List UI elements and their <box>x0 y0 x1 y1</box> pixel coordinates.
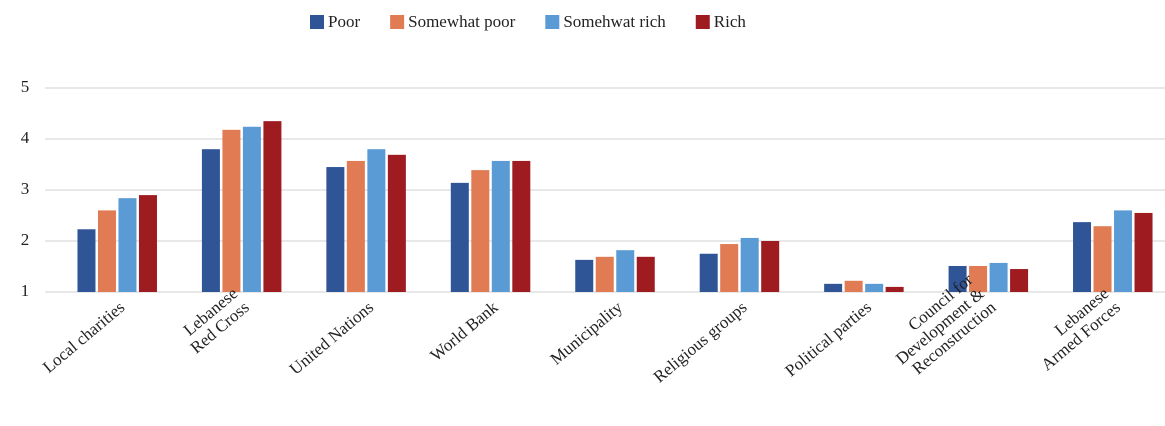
legend-swatch <box>695 15 710 29</box>
bar <box>761 241 780 292</box>
x-tick-label: World Bank <box>426 297 502 365</box>
bar <box>740 237 759 292</box>
bar <box>242 126 261 292</box>
x-tick-label-group: Political parties <box>781 298 875 381</box>
bar <box>969 265 988 292</box>
y-tick-label: 1 <box>21 281 30 300</box>
x-tick-label-group: World Bank <box>426 297 502 365</box>
bar <box>387 154 406 292</box>
bar <box>138 195 157 292</box>
y-tick-label: 3 <box>21 179 30 198</box>
x-tick-label: Municipality <box>547 297 627 368</box>
bar <box>471 170 490 292</box>
legend: Poor Somewhat poor Somehwat rich Rich <box>310 12 746 31</box>
bar <box>885 286 904 292</box>
y-tick-label: 4 <box>21 128 30 147</box>
x-tick-label: Religious groups <box>650 298 751 387</box>
x-tick-label: Local charities <box>39 298 128 377</box>
bar <box>1073 222 1092 292</box>
bar <box>97 210 116 292</box>
bar <box>1093 226 1112 292</box>
bar <box>201 149 220 292</box>
bar <box>222 129 241 292</box>
bar <box>77 229 96 292</box>
bar <box>595 256 614 292</box>
bar <box>367 149 386 292</box>
x-tick-label-group: Municipality <box>547 297 627 368</box>
x-tick-label-group: United Nations <box>286 298 377 379</box>
bar <box>575 259 594 292</box>
bar <box>118 198 137 292</box>
bar <box>512 160 531 292</box>
bar <box>616 250 635 292</box>
bar <box>450 182 469 292</box>
y-tick-label: 2 <box>21 230 30 249</box>
bar <box>824 283 843 292</box>
legend-swatch <box>390 15 405 29</box>
bar <box>948 265 967 292</box>
bar <box>720 244 739 292</box>
legend-swatch <box>310 15 324 29</box>
bar <box>844 280 863 292</box>
bar <box>1114 210 1133 292</box>
x-tick-label-group: Religious groups <box>650 298 751 387</box>
bar <box>491 160 510 292</box>
bar <box>1134 212 1153 292</box>
legend-swatch <box>545 15 560 29</box>
y-tick-label: 5 <box>21 77 30 96</box>
bar <box>346 160 365 292</box>
bar <box>989 262 1008 292</box>
bar <box>263 121 282 293</box>
bar <box>326 167 345 292</box>
bar <box>699 253 718 292</box>
x-tick-label-group: Local charities <box>39 298 128 377</box>
legend-label: Somehwat rich <box>563 12 666 31</box>
legend-label: Rich <box>714 12 747 31</box>
x-tick-label: Political parties <box>781 298 875 381</box>
x-tick-label: United Nations <box>286 298 377 379</box>
bar <box>865 283 884 292</box>
legend-label: Poor <box>328 12 360 31</box>
legend-label: Somewhat poor <box>408 12 516 31</box>
bar <box>1010 269 1029 292</box>
bar <box>636 256 655 292</box>
